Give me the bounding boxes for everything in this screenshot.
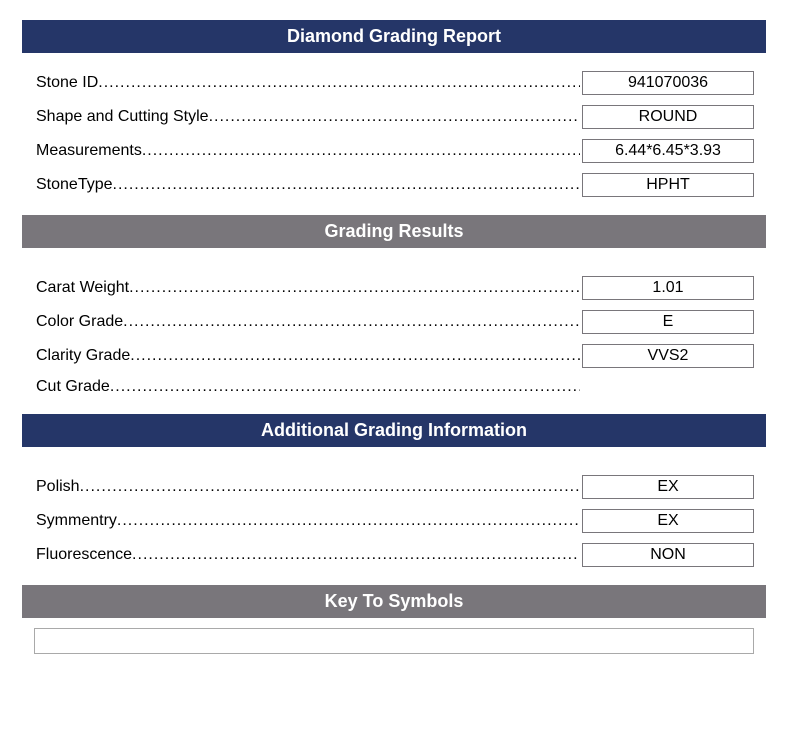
row-color: Color Grade E <box>22 310 754 334</box>
label-measurements: Measurements <box>36 142 580 160</box>
section-main: Diamond Grading Report Stone ID 94107003… <box>22 20 766 197</box>
label-fluorescence: Fluorescence <box>36 546 580 564</box>
value-measurements: 6.44*6.45*3.93 <box>582 139 754 163</box>
value-carat: 1.01 <box>582 276 754 300</box>
section-grading: Grading Results Carat Weight 1.01 Color … <box>22 215 766 396</box>
label-carat: Carat Weight <box>36 279 580 297</box>
value-clarity: VVS2 <box>582 344 754 368</box>
value-fluorescence: NON <box>582 543 754 567</box>
label-polish: Polish <box>36 478 580 496</box>
row-cut: Cut Grade <box>22 378 754 396</box>
row-stone-id: Stone ID 941070036 <box>22 71 754 95</box>
row-fluorescence: Fluorescence NON <box>22 543 754 567</box>
value-stone-id: 941070036 <box>582 71 754 95</box>
label-symmetry: Symmentry <box>36 512 580 530</box>
label-cut: Cut Grade <box>36 378 580 396</box>
row-carat: Carat Weight 1.01 <box>22 276 754 300</box>
label-stone-id: Stone ID <box>36 74 580 92</box>
row-clarity: Clarity Grade VVS2 <box>22 344 754 368</box>
rows-additional: Polish EX Symmentry EX Fluorescence NON <box>22 475 766 567</box>
value-symmetry: EX <box>582 509 754 533</box>
row-stonetype: StoneType HPHT <box>22 173 754 197</box>
value-shape: ROUND <box>582 105 754 129</box>
value-color: E <box>582 310 754 334</box>
header-symbols: Key To Symbols <box>22 585 766 618</box>
section-additional: Additional Grading Information Polish EX… <box>22 414 766 567</box>
row-measurements: Measurements 6.44*6.45*3.93 <box>22 139 754 163</box>
label-clarity: Clarity Grade <box>36 347 580 365</box>
section-symbols: Key To Symbols <box>22 585 766 654</box>
rows-main: Stone ID 941070036 Shape and Cutting Sty… <box>22 71 766 197</box>
row-symmetry: Symmentry EX <box>22 509 754 533</box>
label-stonetype: StoneType <box>36 176 580 194</box>
label-shape: Shape and Cutting Style <box>36 108 580 126</box>
value-stonetype: HPHT <box>582 173 754 197</box>
rows-grading: Carat Weight 1.01 Color Grade E Clarity … <box>22 276 766 396</box>
symbols-box <box>34 628 754 654</box>
label-color: Color Grade <box>36 313 580 331</box>
value-polish: EX <box>582 475 754 499</box>
row-shape: Shape and Cutting Style ROUND <box>22 105 754 129</box>
header-main: Diamond Grading Report <box>22 20 766 53</box>
header-grading: Grading Results <box>22 215 766 248</box>
header-additional: Additional Grading Information <box>22 414 766 447</box>
row-polish: Polish EX <box>22 475 754 499</box>
